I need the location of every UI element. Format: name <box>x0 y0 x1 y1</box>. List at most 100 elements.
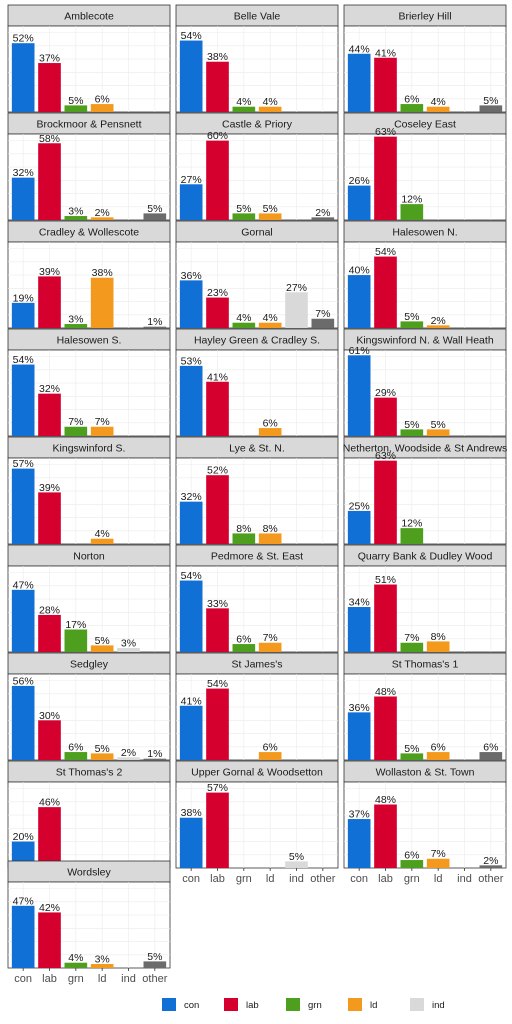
bar-other <box>143 326 167 328</box>
data-label-con: 34% <box>349 597 370 609</box>
x-tick-label: ld <box>98 973 107 985</box>
data-label-lab: 23% <box>207 287 228 299</box>
x-tick-label: other <box>478 873 503 885</box>
legend-swatch-lab <box>224 998 238 1011</box>
bar-con <box>11 302 35 328</box>
bar-lab <box>206 381 229 436</box>
data-label-lab: 37% <box>39 53 60 65</box>
data-label-con: 38% <box>181 807 202 819</box>
panel-plot-area <box>343 133 507 221</box>
data-label-other: 7% <box>315 308 330 320</box>
data-label-con: 47% <box>13 895 34 907</box>
legend-label: ind <box>432 1000 445 1011</box>
bar-grn <box>400 860 424 868</box>
bar-lab <box>38 63 61 112</box>
x-tick-label: grn <box>404 873 420 885</box>
panel-title: Quarry Bank & Dudley Wood <box>358 551 493 563</box>
panel-plot-area <box>175 781 339 869</box>
x-tick-label: lab <box>378 873 393 885</box>
data-label-other: 2% <box>315 207 330 219</box>
x-tick-label: ind <box>289 873 304 885</box>
data-label-ld: 4% <box>431 96 446 108</box>
data-label-ld: 7% <box>95 416 110 428</box>
bar-other <box>143 961 167 968</box>
x-tick-label: other <box>142 973 167 985</box>
panel-plot-area <box>7 349 171 437</box>
data-label-con: 25% <box>349 500 370 512</box>
panel-title: Netherton, Woodside & St Andrews <box>343 443 507 455</box>
bar-grn <box>400 753 424 760</box>
data-label-con: 57% <box>13 458 34 470</box>
data-label-lab: 38% <box>207 51 228 63</box>
bar-lab <box>206 608 229 652</box>
bar-lab <box>38 492 61 544</box>
bar-grn <box>64 105 88 112</box>
data-label-lab: 30% <box>39 710 60 722</box>
data-label-grn: 5% <box>236 203 251 215</box>
panel-plot-area <box>175 241 339 329</box>
bar-grn <box>232 213 256 220</box>
data-label-lab: 63% <box>375 126 396 138</box>
bar-lab <box>374 57 397 112</box>
legend-label: ld <box>370 1000 377 1011</box>
data-label-grn: 4% <box>236 312 251 324</box>
bar-other <box>311 318 335 328</box>
legend-swatch-ld <box>348 998 362 1011</box>
data-label-grn: 17% <box>65 619 86 631</box>
data-label-ld: 6% <box>95 94 110 106</box>
bar-con <box>179 501 203 544</box>
x-tick-label: ind <box>121 973 136 985</box>
panel-title: Kingswinford S. <box>53 443 126 455</box>
bar-lab <box>374 256 397 328</box>
bar-grn <box>64 426 88 436</box>
bar-lab <box>206 475 229 544</box>
bar-lab <box>206 792 229 868</box>
bar-ind <box>285 292 308 328</box>
bar-ld <box>426 106 450 112</box>
data-label-grn: 5% <box>404 743 419 755</box>
data-label-ld: 5% <box>95 743 110 755</box>
panel-title: Halesowen N. <box>392 227 457 239</box>
data-label-grn: 5% <box>404 419 419 431</box>
panel-title: Wordsley <box>67 867 111 879</box>
panel-plot-area <box>343 457 507 545</box>
data-label-con: 56% <box>13 675 34 687</box>
legend-label: con <box>184 1000 199 1011</box>
bar-other <box>479 752 503 760</box>
bar-con <box>11 364 35 436</box>
data-label-grn: 6% <box>404 94 419 106</box>
data-label-con: 32% <box>181 491 202 503</box>
data-label-ind: 5% <box>289 851 304 863</box>
bar-lab <box>206 688 229 760</box>
data-label-con: 20% <box>13 831 34 843</box>
data-label-grn: 7% <box>404 632 419 644</box>
x-tick-label: other <box>310 873 335 885</box>
data-label-ld: 38% <box>92 267 113 279</box>
bar-other <box>143 213 167 220</box>
data-label-lab: 41% <box>207 371 228 383</box>
bar-lab <box>38 276 61 328</box>
panel-title: Cradley & Wollescote <box>39 227 139 239</box>
x-tick-label: lab <box>210 873 225 885</box>
data-label-ind: 2% <box>121 747 136 759</box>
x-tick-label: con <box>350 873 368 885</box>
panel-title: Gornal <box>241 227 273 239</box>
data-label-grn: 3% <box>68 206 83 218</box>
bar-con <box>179 817 203 868</box>
bar-lab <box>206 140 229 220</box>
bar-ld <box>426 641 450 652</box>
bar-ind <box>117 757 140 760</box>
panel-title: Pedmore & St. East <box>211 551 303 563</box>
data-label-con: 54% <box>181 570 202 582</box>
bar-grn <box>400 642 424 652</box>
bar-lab <box>374 136 397 220</box>
panel-plot-area <box>175 25 339 113</box>
panel-title: Norton <box>73 551 105 563</box>
bar-con <box>179 365 203 436</box>
bar-lab <box>374 460 397 544</box>
bar-ld <box>258 428 282 436</box>
data-label-ld: 8% <box>431 631 446 643</box>
x-tick-label: grn <box>236 873 252 885</box>
data-label-ind: 27% <box>286 282 307 294</box>
bar-lab <box>38 614 61 652</box>
